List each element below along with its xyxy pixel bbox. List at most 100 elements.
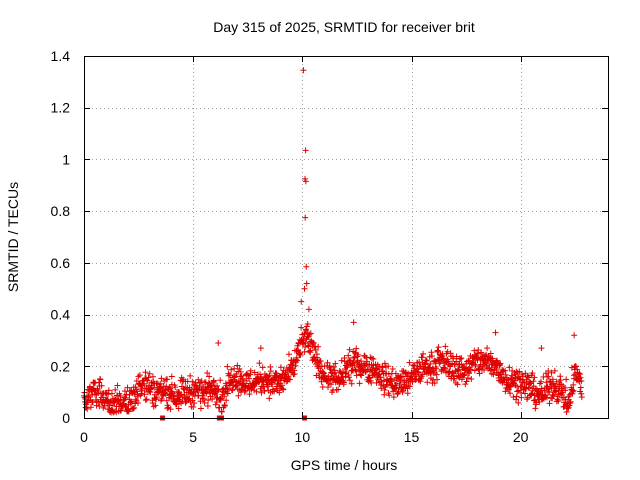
data-point (295, 346, 302, 353)
data-point (257, 345, 264, 352)
data-point (390, 394, 397, 401)
data-point (457, 355, 464, 362)
data-point (554, 396, 561, 403)
data-point (350, 319, 357, 326)
data-point (386, 392, 393, 399)
data-point (463, 378, 470, 385)
data-point (291, 371, 298, 378)
data-point (319, 383, 326, 390)
data-point (366, 374, 373, 381)
data-point (224, 363, 231, 370)
data-point (266, 395, 273, 402)
data-point (163, 397, 170, 404)
data-point (231, 365, 238, 372)
data-point (577, 374, 584, 381)
data-point (229, 386, 236, 393)
data-point (146, 370, 153, 377)
y-axis-label: SRMTID / TECUs (5, 182, 21, 292)
data-point (236, 365, 243, 372)
data-point (204, 402, 211, 409)
data-point (259, 364, 266, 371)
data-point (87, 404, 94, 411)
data-point (234, 362, 241, 369)
data-point (241, 388, 248, 395)
data-point (162, 390, 169, 397)
data-point (411, 362, 418, 369)
data-point (294, 357, 301, 364)
data-point (357, 371, 364, 378)
data-point (218, 395, 225, 402)
data-point (246, 391, 253, 398)
data-point (302, 178, 309, 185)
data-point (352, 367, 359, 374)
data-point (225, 385, 232, 392)
data-point (266, 372, 273, 379)
data-point (358, 372, 365, 379)
data-point (410, 362, 417, 369)
y-tick-label: 0 (62, 410, 70, 426)
data-point (563, 409, 570, 416)
data-point (172, 384, 179, 391)
data-point (466, 369, 473, 376)
data-point (481, 367, 488, 374)
data-point (468, 375, 475, 382)
data-point (341, 358, 348, 365)
data-point (502, 388, 509, 395)
data-point (167, 385, 174, 392)
data-point (338, 357, 345, 364)
data-point (362, 362, 369, 369)
data-point (578, 377, 585, 384)
data-point (356, 368, 363, 375)
data-point (209, 396, 216, 403)
data-point (301, 175, 308, 182)
data-point (158, 375, 165, 382)
data-point (356, 380, 363, 387)
data-point (518, 394, 525, 401)
data-point (84, 405, 91, 412)
data-point (190, 403, 197, 410)
data-point (482, 352, 489, 359)
data-point (578, 394, 585, 401)
data-point (318, 378, 325, 385)
data-point (210, 377, 217, 384)
data-point (525, 374, 532, 381)
y-tick-label: 1 (62, 151, 70, 167)
data-point (224, 390, 231, 397)
data-point (364, 358, 371, 365)
data-point (141, 391, 148, 398)
data-point (406, 359, 413, 366)
data-point (483, 360, 490, 367)
data-point (346, 346, 353, 353)
data-point (426, 364, 433, 371)
data-point (479, 356, 486, 363)
data-point (197, 405, 204, 412)
data-point (345, 374, 352, 381)
data-point (507, 390, 514, 397)
data-point (187, 372, 194, 379)
data-point (235, 392, 242, 399)
data-point (148, 385, 155, 392)
data-point (300, 337, 307, 344)
data-point (571, 332, 578, 339)
data-point (305, 306, 312, 313)
data-point (105, 387, 112, 394)
data-point (197, 398, 204, 405)
data-point (277, 364, 284, 371)
data-point (358, 358, 365, 365)
data-point (301, 331, 308, 338)
data-point (381, 387, 388, 394)
data-point (428, 349, 435, 356)
data-point (229, 387, 236, 394)
data-point (453, 353, 460, 360)
data-point (506, 364, 513, 371)
data-point (306, 348, 313, 355)
data-point (428, 352, 435, 359)
data-point (345, 352, 352, 359)
data-point (532, 405, 539, 412)
data-point (95, 389, 102, 396)
data-point (198, 378, 205, 385)
data-point (424, 379, 431, 386)
data-point (138, 390, 145, 397)
data-point (434, 347, 441, 354)
data-point (576, 370, 583, 377)
